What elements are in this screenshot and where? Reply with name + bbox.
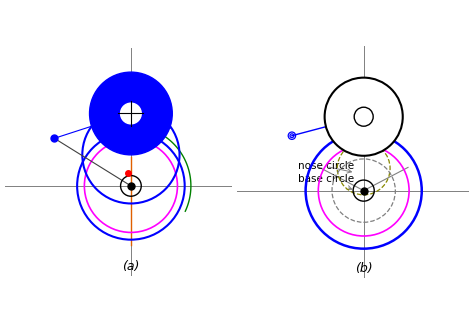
Text: (b): (b) [355,262,373,275]
Text: nose circle: nose circle [298,161,355,173]
Text: base circle: base circle [298,174,355,190]
Circle shape [325,78,403,156]
Circle shape [120,103,141,124]
Circle shape [354,107,373,126]
Circle shape [90,72,172,155]
Text: (a): (a) [122,260,140,273]
